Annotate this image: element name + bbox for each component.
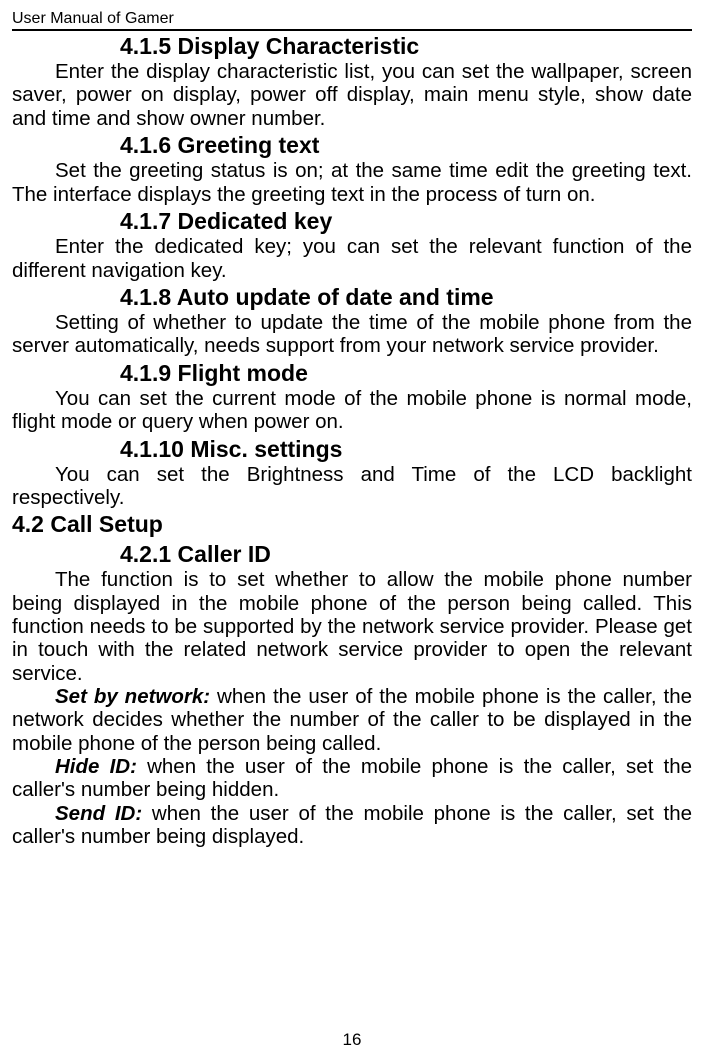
subsection-heading: 4.1.10 Misc. settings [120,436,692,463]
paragraph: Hide ID: when the user of the mobile pho… [12,755,692,802]
emph-run: Set by network: [55,685,210,708]
header-rule [12,29,692,31]
paragraph: Enter the display characteristic list, y… [12,60,692,130]
subsection-heading: 4.1.5 Display Characteristic [120,33,692,60]
paragraph: Enter the dedicated key; you can set the… [12,235,692,282]
page-number: 16 [0,1030,704,1050]
running-header: User Manual of Gamer [12,10,692,28]
paragraph: Send ID: when the user of the mobile pho… [12,802,692,849]
text-run: The function is to set whether to allow … [12,568,692,684]
emph-run: Send ID: [55,802,142,825]
section-heading-4-2: 4.2 Call Setup [12,511,692,539]
section-block: 4.1.5 Display CharacteristicEnter the di… [12,33,692,509]
subsection-heading: 4.1.8 Auto update of date and time [120,284,692,311]
text-run: You can set the Brightness and Time of t… [12,463,692,509]
text-run: Set the greeting status is on; at the sa… [12,159,692,205]
paragraph: Set by network: when the user of the mob… [12,685,692,755]
text-run: Enter the display characteristic list, y… [12,60,692,130]
paragraph: You can set the current mode of the mobi… [12,387,692,434]
text-run: You can set the current mode of the mobi… [12,387,692,433]
paragraph: Setting of whether to update the time of… [12,311,692,358]
section-4-2-1-body: The function is to set whether to allow … [12,568,692,848]
subsection-heading-4-2-1: 4.2.1 Caller ID [120,541,692,568]
subsection-heading: 4.1.6 Greeting text [120,132,692,159]
text-run: Enter the dedicated key; you can set the… [12,235,692,281]
emph-run: Hide ID: [55,755,137,778]
paragraph: The function is to set whether to allow … [12,568,692,685]
text-run: Setting of whether to update the time of… [12,311,692,357]
paragraph: You can set the Brightness and Time of t… [12,463,692,510]
subsection-heading: 4.1.9 Flight mode [120,360,692,387]
subsection-heading: 4.1.7 Dedicated key [120,208,692,235]
paragraph: Set the greeting status is on; at the sa… [12,159,692,206]
page: User Manual of Gamer 4.1.5 Display Chara… [0,0,704,1062]
